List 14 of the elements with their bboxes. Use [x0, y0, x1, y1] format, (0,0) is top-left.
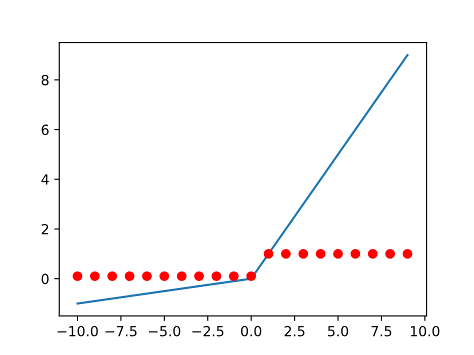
x-tick-label: 0.0: [241, 326, 262, 336]
x-tick-label: −2.5: [192, 326, 224, 336]
y-tick-label: 2: [42, 224, 48, 234]
x-tick-label: 5.0: [328, 326, 348, 336]
x-tick-label: −10.0: [58, 326, 98, 336]
y-tick-label: 0: [42, 274, 49, 284]
y-tick-label: 6: [42, 124, 49, 136]
y-tick-label: 8: [42, 74, 49, 86]
x-tick-label: −5.0: [148, 326, 180, 336]
x-tick-label: 10.0: [410, 326, 440, 336]
x-tick-label: 7.5: [372, 326, 392, 336]
x-tick-label: −7.5: [106, 326, 137, 336]
y-tick-label: 4: [41, 174, 49, 185]
x-tick-label: 2.5: [284, 326, 304, 336]
